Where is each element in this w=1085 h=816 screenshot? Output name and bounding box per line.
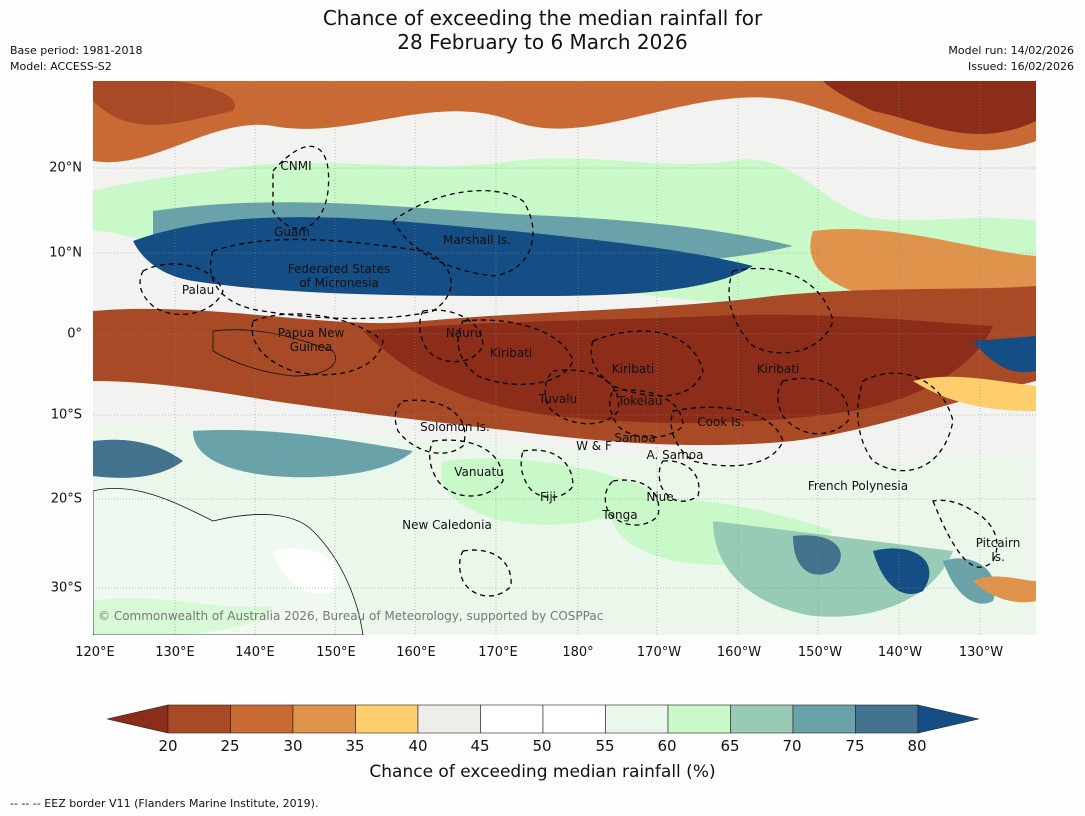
title-line-1: Chance of exceeding the median rainfall …: [322, 6, 763, 30]
meta-right: Model run: 14/02/2026 Issued: 16/02/2026: [948, 43, 1074, 75]
colorbar-tick-label: 65: [720, 737, 740, 755]
colorbar-tick-label: 60: [657, 737, 677, 755]
place-label: Tonga: [602, 508, 638, 522]
lon-tick-label: 160°W: [716, 645, 762, 660]
issued-date: Issued: 16/02/2026: [967, 60, 1074, 73]
colorbar-segment: [605, 704, 669, 734]
colorbar-segment: [167, 704, 231, 734]
place-label: Samoa: [614, 431, 656, 445]
colorbar-segment: [230, 704, 294, 734]
colorbar-tick-label: 55: [595, 737, 615, 755]
place-label: Niue: [646, 490, 674, 504]
lon-tick-label: 140°W: [877, 645, 923, 660]
place-label: French Polynesia: [807, 479, 909, 493]
colorbar-tick-label: 25: [220, 737, 240, 755]
place-label: Vanuatu: [454, 465, 504, 479]
place-label: New Caledonia: [402, 518, 492, 532]
place-label: Tokelau: [617, 394, 663, 408]
colorbar-segment: [730, 704, 794, 734]
lat-tick-label: 20°N: [49, 160, 82, 176]
colorbar-tick-label: 20: [158, 737, 178, 755]
colorbar-segment: [417, 704, 481, 734]
lat-tick-label: 30°S: [50, 580, 82, 596]
model-run: Model run: 14/02/2026: [948, 44, 1074, 57]
colorbar-extend-low: [107, 704, 169, 734]
base-period: Base period: 1981-2018: [10, 44, 143, 57]
colorbar-segment: [355, 704, 419, 734]
place-label: Cook Is.: [697, 415, 745, 429]
place-label: Kiribati: [489, 346, 533, 360]
title-line-2: 28 February to 6 March 2026: [397, 30, 688, 54]
place-label: Kiribati: [756, 362, 800, 376]
place-label: Nauru: [445, 326, 483, 340]
colorbar-tick-label: 50: [532, 737, 552, 755]
lon-tick-label: 160°E: [396, 645, 436, 660]
model-name: Model: ACCESS-S2: [10, 60, 112, 73]
lat-tick-label: 20°S: [50, 491, 82, 507]
lon-tick-label: 170°W: [636, 645, 682, 660]
place-label: Papua New Guinea: [277, 326, 345, 354]
colorbar-extend-high: [917, 704, 979, 734]
colorbar: [107, 704, 979, 734]
colorbar-tick-label: 75: [845, 737, 865, 755]
place-label: Tuvalu: [538, 392, 578, 406]
colorbar-tick-label: 70: [782, 737, 802, 755]
place-label: Solomon Is.: [420, 420, 490, 434]
lon-tick-label: 150°E: [316, 645, 356, 660]
meta-left: Base period: 1981-2018 Model: ACCESS-S2: [10, 43, 142, 75]
place-label: A. Samoa: [646, 448, 704, 462]
colorbar-tick-label: 40: [408, 737, 428, 755]
chart-title: Chance of exceeding the median rainfall …: [0, 6, 1085, 54]
colorbar-segment: [792, 704, 856, 734]
place-label: Pitcairn Is.: [975, 536, 1021, 564]
colorbar-segment: [667, 704, 731, 734]
map-canvas: [93, 81, 1036, 635]
rainfall-map: [93, 81, 1036, 635]
lon-tick-label: 140°E: [235, 645, 275, 660]
lon-tick-label: 130°E: [155, 645, 195, 660]
colorbar-tick-label: 80: [907, 737, 927, 755]
place-label: Fiji: [539, 490, 557, 504]
colorbar-segment: [855, 704, 919, 734]
lon-tick-label: 150°W: [797, 645, 843, 660]
lon-tick-label: 130°W: [958, 645, 1004, 660]
place-label: Federated States of Micronesia: [287, 262, 391, 290]
place-label: CNMI: [280, 159, 312, 173]
colorbar-segment: [542, 704, 606, 734]
colorbar-segment: [480, 704, 544, 734]
footer-note: -- -- -- EEZ border V11 (Flanders Marine…: [10, 797, 319, 810]
colorbar-label: Chance of exceeding median rainfall (%): [369, 762, 716, 782]
colorbar-segment: [292, 704, 356, 734]
colorbar-tick-label: 45: [470, 737, 490, 755]
place-label: Guam: [274, 225, 310, 239]
copyright-notice: © Commonwealth of Australia 2026, Bureau…: [98, 609, 604, 623]
place-label: Marshall Is.: [443, 233, 511, 247]
colorbar-tick-label: 30: [283, 737, 303, 755]
lon-tick-label: 180°: [562, 645, 594, 660]
lon-tick-label: 170°E: [478, 645, 518, 660]
lat-tick-label: 10°S: [50, 407, 82, 423]
place-label: Kiribati: [611, 362, 655, 376]
place-label: Palau: [181, 283, 215, 297]
lat-tick-label: 0°: [67, 326, 82, 342]
lon-tick-label: 120°E: [75, 645, 115, 660]
place-label: W & F: [576, 439, 612, 453]
colorbar-tick-label: 35: [345, 737, 365, 755]
lat-tick-label: 10°N: [49, 245, 82, 261]
